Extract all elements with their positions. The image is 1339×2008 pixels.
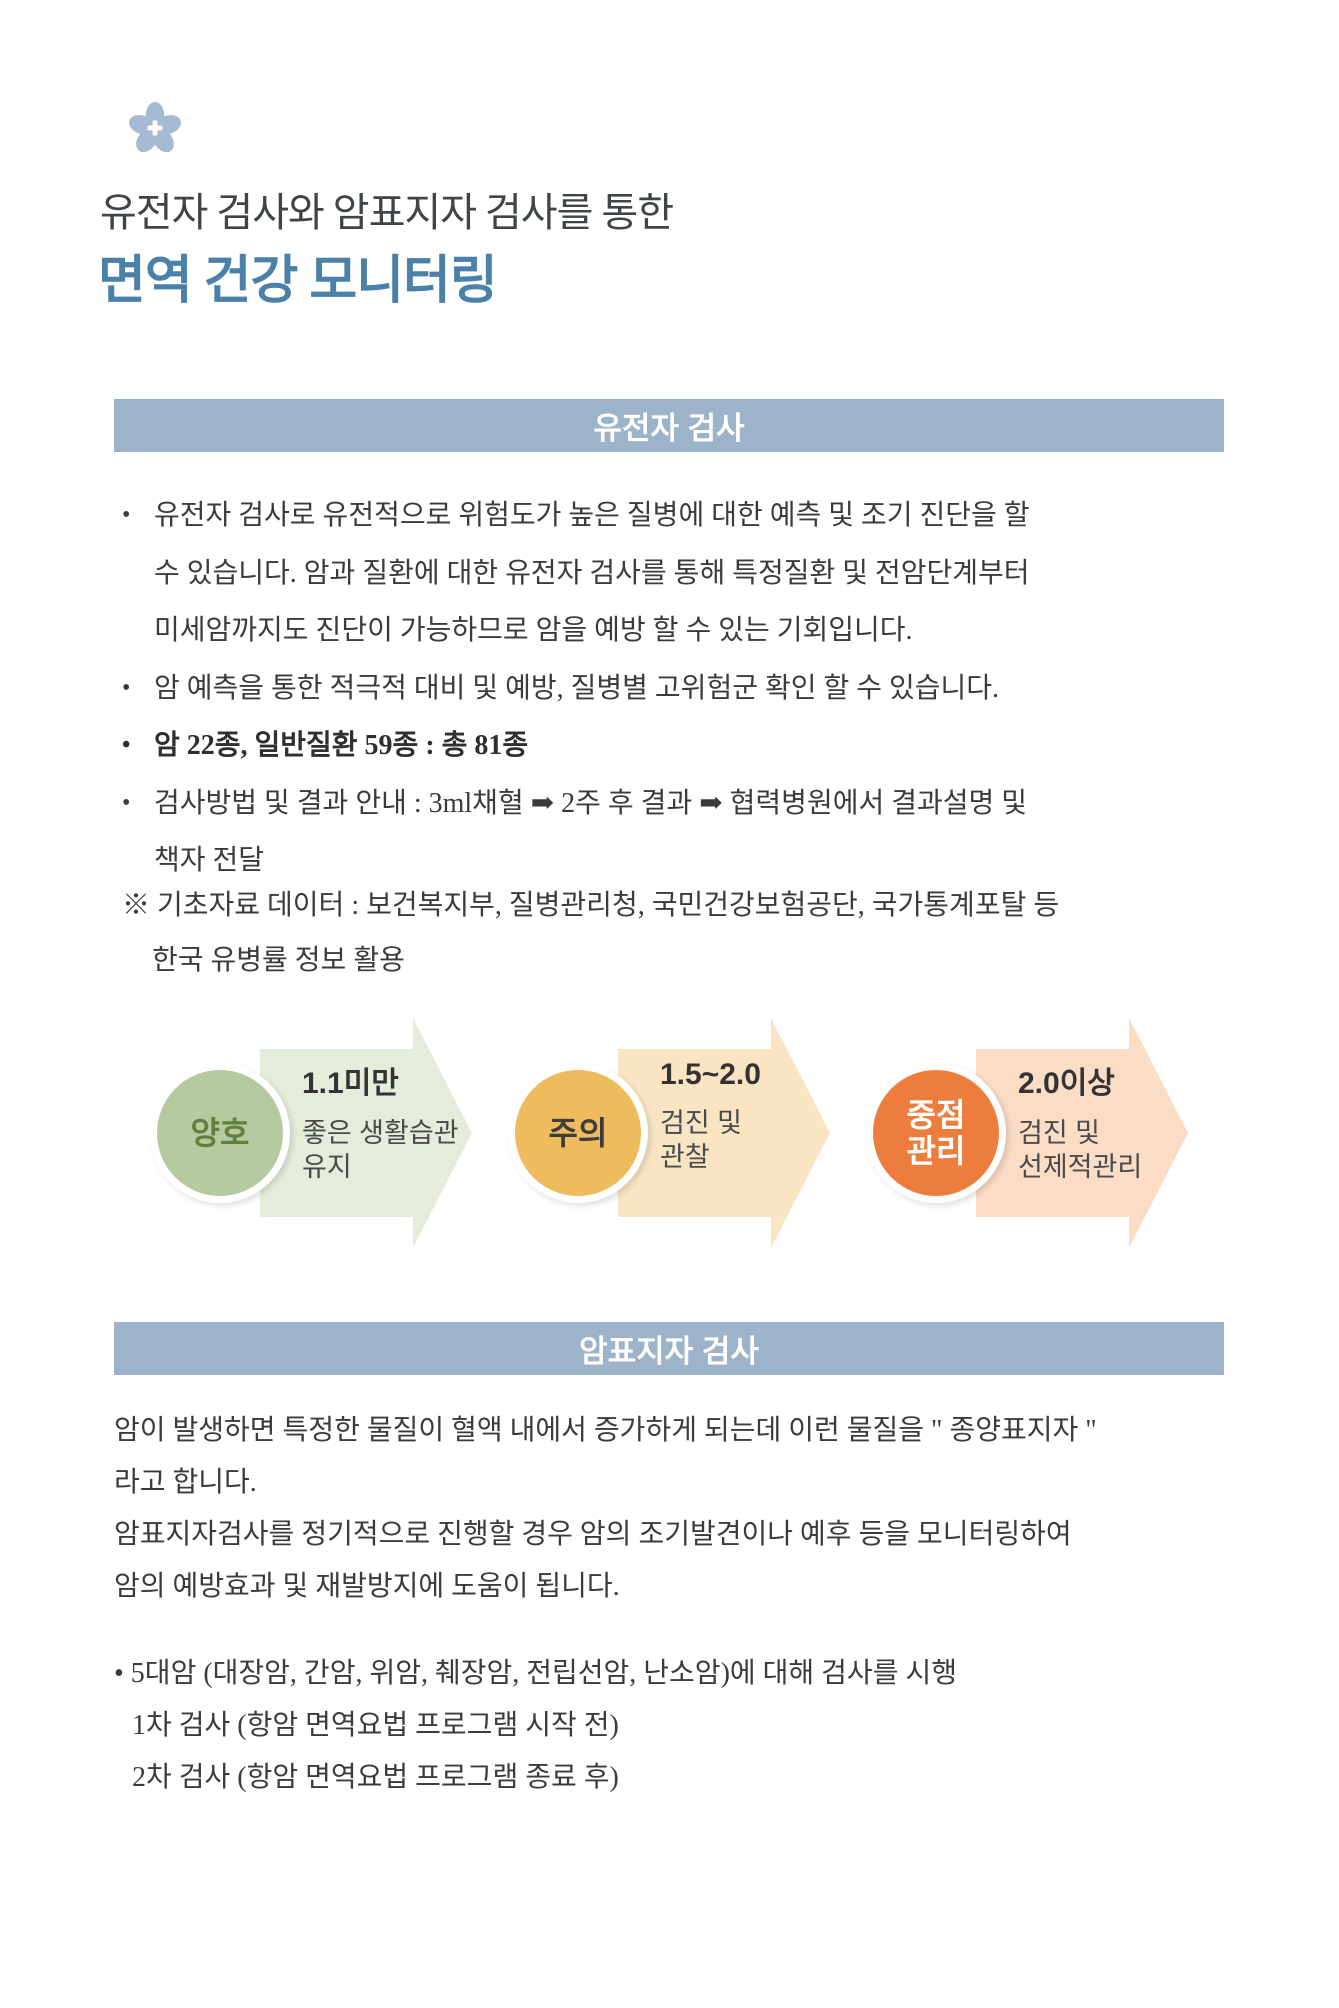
flow-step-text: 1.1미만 좋은 생활습관 유지 [302, 1058, 467, 1184]
text-line: 암이 발생하면 특정한 물질이 혈액 내에서 증가하게 되는데 이런 물질을 "… [114, 1415, 1097, 1446]
list-item: 1차 검사 (항암 면역요법 프로그램 시작 전) [132, 1710, 619, 1741]
section-header-gene-test: 유전자 검사 [114, 399, 1224, 452]
page-subtitle: 유전자 검사와 암표지자 검사를 통한 [100, 190, 674, 235]
flower-icon-svg [128, 102, 182, 153]
text-line: 한국 유병률 정보 활용 [152, 945, 405, 976]
bullet-icon [122, 660, 130, 718]
flow-range-value: 2.0이상 [1018, 1067, 1115, 1100]
text-line: 암 예측을 통한 적극적 대비 및 예방, 질병별 고위험군 확인 할 수 있습… [154, 672, 1000, 704]
list-item: 암 예측을 통한 적극적 대비 및 예방, 질병별 고위험군 확인 할 수 있습… [120, 660, 1240, 718]
flow-step-description: 검진 및 선제적관리 [1018, 1116, 1183, 1184]
flow-step-description: 좋은 생활습관 유지 [302, 1116, 467, 1184]
arrow-head-icon [771, 1018, 830, 1248]
text-line: 검진 및 [1018, 1118, 1101, 1148]
bullet-icon [122, 717, 130, 775]
flow-step-text: 2.0이상 검진 및 선제적관리 [1018, 1058, 1183, 1184]
page-title: 면역 건강 모니터링 [98, 253, 498, 310]
risk-flow-diagram: 1.1미만 좋은 생활습관 유지 양호 1.5~2.0 검진 및 관찰 [150, 1018, 1188, 1248]
text-line: 수 있습니다. 암과 질환에 대한 유전자 검사를 통해 특정질환 및 전암단계… [154, 557, 1030, 589]
list-item: • 5대암 (대장암, 간암, 위암, 췌장암, 전립선암, 난소암)에 대해 … [114, 1658, 957, 1689]
bullet-icon [122, 487, 130, 545]
arrow-head-icon [1129, 1018, 1188, 1248]
tumor-marker-bullet-list: • 5대암 (대장암, 간암, 위암, 췌장암, 전립선암, 난소암)에 대해 … [114, 1648, 1274, 1804]
flow-step-label: 중점 관리 [907, 1097, 966, 1169]
flow-step-caution: 1.5~2.0 검진 및 관찰 주의 [508, 1018, 830, 1248]
tumor-marker-paragraph: 암이 발생하면 특정한 물질이 혈액 내에서 증가하게 되는데 이런 물질을 "… [114, 1405, 1274, 1613]
text-line: 검사방법 및 결과 안내 : 3ml채혈 ➡ 2주 후 결과 ➡ 협력병원에서 … [154, 787, 1028, 819]
text-line: 암표지자검사를 정기적으로 진행할 경우 암의 조기발견이나 예후 등을 모니터… [114, 1519, 1072, 1550]
text-line: 미세암까지도 진단이 가능하므로 암을 예방 할 수 있는 기회입니다. [154, 615, 913, 646]
section-header-tumor-marker-test: 암표지자 검사 [114, 1322, 1224, 1375]
text-line: 선제적관리 [1018, 1152, 1143, 1182]
flow-step-description: 검진 및 관찰 [660, 1106, 825, 1174]
bullet-icon [122, 775, 130, 833]
list-item: 2차 검사 (항암 면역요법 프로그램 종료 후) [132, 1762, 619, 1793]
text-line: 유전자 검사로 유전적으로 위험도가 높은 질병에 대한 예측 및 조기 진단을… [154, 500, 1030, 531]
flow-step-label: 양호 [190, 1115, 250, 1151]
data-source-note: ※ 기초자료 데이터 : 보건복지부, 질병관리청, 국민건강보험공단, 국가통… [122, 878, 1242, 988]
text-line: 관리 [906, 1133, 966, 1169]
flow-range-value: 1.1미만 [302, 1067, 399, 1100]
flow-step-circle: 주의 [508, 1063, 648, 1203]
text-line: 좋은 생활습관 [302, 1118, 459, 1148]
flow-step-good: 1.1미만 좋은 생활습관 유지 양호 [150, 1018, 472, 1248]
flow-step-label: 주의 [548, 1115, 608, 1151]
text-line: 유지 [302, 1152, 352, 1182]
section-header-label: 암표지자 검사 [579, 1334, 759, 1369]
list-item: 암 22종, 일반질환 59종 : 총 81종 [120, 717, 1240, 775]
list-item: 검사방법 및 결과 안내 : 3ml채혈 ➡ 2주 후 결과 ➡ 협력병원에서 … [120, 775, 1240, 890]
text-line: 암 22종, 일반질환 59종 : 총 81종 [154, 730, 529, 761]
text-line: 중점 [906, 1097, 966, 1133]
flow-step-focus-care: 2.0이상 검진 및 선제적관리 중점 관리 [866, 1018, 1188, 1248]
text-line: 관찰 [660, 1142, 710, 1172]
text-line: 책자 전달 [154, 845, 265, 876]
text-line: 라고 합니다. [114, 1467, 257, 1498]
section-header-label: 유전자 검사 [593, 411, 745, 446]
arrow-head-icon [413, 1018, 472, 1248]
flow-step-circle: 양호 [150, 1063, 290, 1203]
flow-step-text: 1.5~2.0 검진 및 관찰 [660, 1058, 825, 1174]
text-line: ※ 기초자료 데이터 : 보건복지부, 질병관리청, 국민건강보험공단, 국가통… [122, 890, 1060, 921]
flower-icon [128, 102, 182, 156]
text-line: 암의 예방효과 및 재발방지에 도움이 됩니다. [114, 1571, 620, 1602]
text-line: 검진 및 [660, 1108, 743, 1138]
gene-bullet-list: 유전자 검사로 유전적으로 위험도가 높은 질병에 대한 예측 및 조기 진단을… [120, 487, 1240, 890]
list-item: 유전자 검사로 유전적으로 위험도가 높은 질병에 대한 예측 및 조기 진단을… [120, 487, 1240, 660]
flow-step-circle: 중점 관리 [866, 1063, 1006, 1203]
flow-range-value: 1.5~2.0 [660, 1058, 761, 1091]
